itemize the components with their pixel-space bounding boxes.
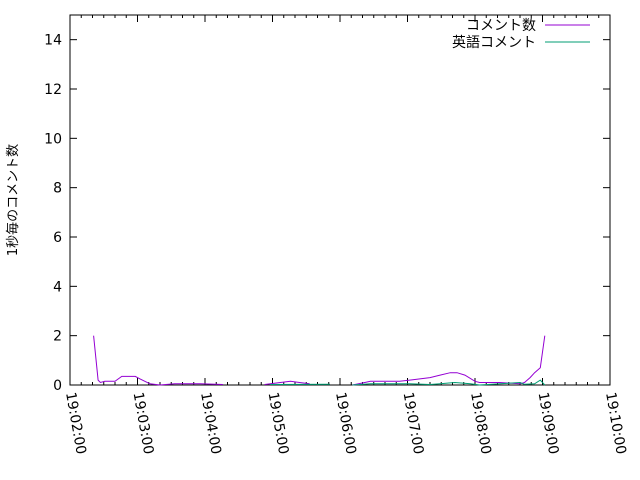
x-tick-label: 19:08:00: [467, 391, 494, 456]
x-tick-label: 19:07:00: [400, 391, 427, 456]
legend-label: コメント数: [466, 18, 536, 34]
y-tick-label: 14: [44, 33, 62, 49]
x-tick-label: 19:10:00: [602, 391, 629, 456]
y-tick-label: 12: [44, 82, 62, 98]
y-tick-label: 0: [53, 378, 62, 394]
x-tick-label: 19:09:00: [535, 391, 562, 456]
y-tick-label: 4: [53, 279, 62, 295]
y-tick-label: 2: [53, 329, 62, 345]
x-tick-label: 19:06:00: [332, 391, 359, 456]
series-line-1: [93, 335, 546, 386]
y-axis-label: 1秒毎のコメント数: [5, 144, 21, 256]
legend-label: 英語コメント: [452, 34, 536, 51]
x-tick-label: 19:02:00: [62, 391, 89, 456]
x-tick-label: 19:04:00: [197, 391, 224, 456]
x-tick-label: 19:05:00: [265, 391, 292, 456]
y-tick-label: 6: [53, 230, 62, 246]
plot-border: [69, 14, 611, 386]
series-line-2: [270, 379, 546, 386]
x-tick-label: 19:03:00: [130, 391, 157, 456]
y-tick-label: 8: [53, 181, 62, 197]
y-tick-label: 10: [44, 131, 62, 147]
